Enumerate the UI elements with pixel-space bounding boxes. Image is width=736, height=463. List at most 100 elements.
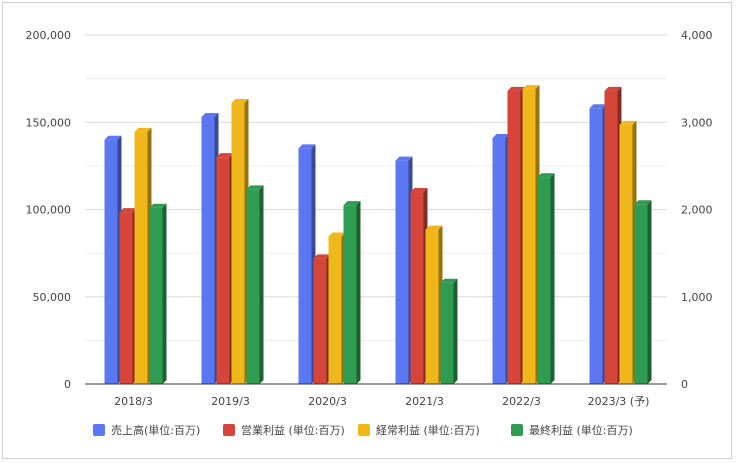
legend-item: 最終利益 (単位:百万): [511, 423, 633, 437]
bar: [201, 113, 219, 384]
bar-front-face: [298, 148, 312, 384]
bar-top-face: [134, 127, 152, 132]
bar: [589, 104, 607, 384]
bar: [216, 153, 234, 384]
bar: [246, 185, 264, 384]
legend-swatch: [223, 424, 235, 436]
bar-front-face: [149, 207, 163, 384]
bar-top-face: [231, 99, 249, 104]
legend-item: 経常利益 (単位:百万): [358, 423, 480, 437]
bar-side-face: [259, 185, 264, 384]
legend-label: 売上高(単位:百万): [111, 423, 200, 437]
x-axis-tick-label: 2021/3: [405, 395, 444, 408]
bar-top-face: [507, 86, 525, 91]
bar-top-face: [410, 188, 428, 193]
bar-front-face: [425, 229, 439, 384]
left-y-axis: 0 50,000 100,000 150,000 200,000: [26, 29, 72, 391]
bar: [537, 173, 555, 384]
right-axis-tick-label: 1,000: [681, 291, 713, 304]
bar: [395, 156, 413, 384]
x-axis-labels: 2018/3 2019/3 2020/3 2021/3 2022/3 2023/3 (予): [114, 395, 649, 408]
bar-top-face: [589, 104, 607, 109]
bar-front-face: [119, 212, 133, 384]
bar-top-face: [395, 156, 413, 161]
right-axis-tick-label: 0: [681, 378, 688, 391]
bar-front-face: [589, 108, 603, 384]
bar-front-face: [104, 139, 118, 384]
bar-top-face: [149, 203, 167, 208]
bar-top-face: [522, 85, 540, 90]
bar-top-face: [604, 86, 622, 91]
bar-top-face: [440, 278, 458, 283]
bar-front-face: [216, 157, 230, 384]
bar-side-face: [453, 278, 458, 384]
legend-label: 営業利益 (単位:百万): [241, 423, 345, 437]
bar-side-face: [647, 200, 652, 384]
legend-swatch: [358, 424, 370, 436]
gridlines: [85, 34, 667, 341]
bar-side-face: [550, 173, 555, 384]
bar-top-face: [492, 133, 510, 138]
x-axis-tick-label: 2019/3: [211, 395, 250, 408]
legend-swatch: [93, 424, 105, 436]
bar-side-face: [162, 203, 167, 384]
bars: [104, 85, 652, 385]
left-axis-tick-label: 150,000: [26, 116, 72, 129]
bar: [507, 86, 525, 384]
legend-item: 売上高(単位:百万): [93, 423, 200, 437]
bar-side-face: [356, 201, 361, 384]
right-axis-tick-label: 3,000: [681, 116, 713, 129]
bar-top-face: [619, 120, 637, 125]
bar-front-face: [231, 103, 245, 385]
bar-front-face: [410, 192, 424, 384]
bar-top-face: [298, 144, 316, 149]
bar: [634, 200, 652, 384]
left-axis-tick-label: 0: [64, 378, 71, 391]
x-axis-tick-label: 2022/3: [502, 395, 541, 408]
bar-front-face: [492, 137, 506, 384]
bar: [313, 254, 331, 384]
bar-front-face: [201, 117, 215, 384]
bar-front-face: [313, 258, 327, 384]
bar: [149, 203, 167, 384]
bar: [604, 86, 622, 384]
bar-top-face: [313, 254, 331, 259]
bar: [134, 127, 152, 384]
bar-front-face: [134, 131, 148, 384]
bar: [104, 135, 122, 384]
right-axis-tick-label: 2,000: [681, 204, 713, 217]
bar-top-face: [343, 201, 361, 206]
bar: [619, 120, 637, 385]
legend-label: 最終利益 (単位:百万): [529, 423, 633, 437]
bar-front-face: [246, 189, 260, 384]
bar-front-face: [537, 177, 551, 384]
left-axis-tick-label: 200,000: [26, 29, 72, 42]
bar: [231, 99, 249, 385]
bar: [492, 133, 510, 384]
x-axis-tick-label: 2018/3: [114, 395, 153, 408]
bar-front-face: [440, 282, 454, 384]
bar: [410, 188, 428, 384]
legend: 売上高(単位:百万) 営業利益 (単位:百万) 経常利益 (単位:百万) 最終利益 (…: [93, 423, 633, 437]
bar-top-face: [634, 200, 652, 205]
right-y-axis: 0 1,000 2,000 3,000 4,000: [681, 29, 713, 391]
bar-front-face: [507, 90, 521, 384]
bar-top-face: [216, 153, 234, 158]
bar-top-face: [246, 185, 264, 190]
bar-front-face: [604, 90, 618, 384]
left-axis-tick-label: 50,000: [33, 291, 72, 304]
bar: [440, 278, 458, 384]
bar-top-face: [328, 232, 346, 237]
bar-top-face: [119, 208, 137, 213]
bar-front-face: [328, 236, 342, 384]
chart-container: 0 50,000 100,000 150,000 200,000 0 1,000 2,000…: [2, 2, 732, 459]
bar-top-face: [537, 173, 555, 178]
bar: [425, 225, 443, 384]
bar-top-face: [201, 113, 219, 118]
bar: [343, 201, 361, 384]
x-axis-tick-label: 2020/3: [308, 395, 347, 408]
bar-front-face: [634, 204, 648, 384]
bar: [119, 208, 137, 384]
legend-item: 営業利益 (単位:百万): [223, 423, 345, 437]
bar-top-face: [425, 225, 443, 230]
